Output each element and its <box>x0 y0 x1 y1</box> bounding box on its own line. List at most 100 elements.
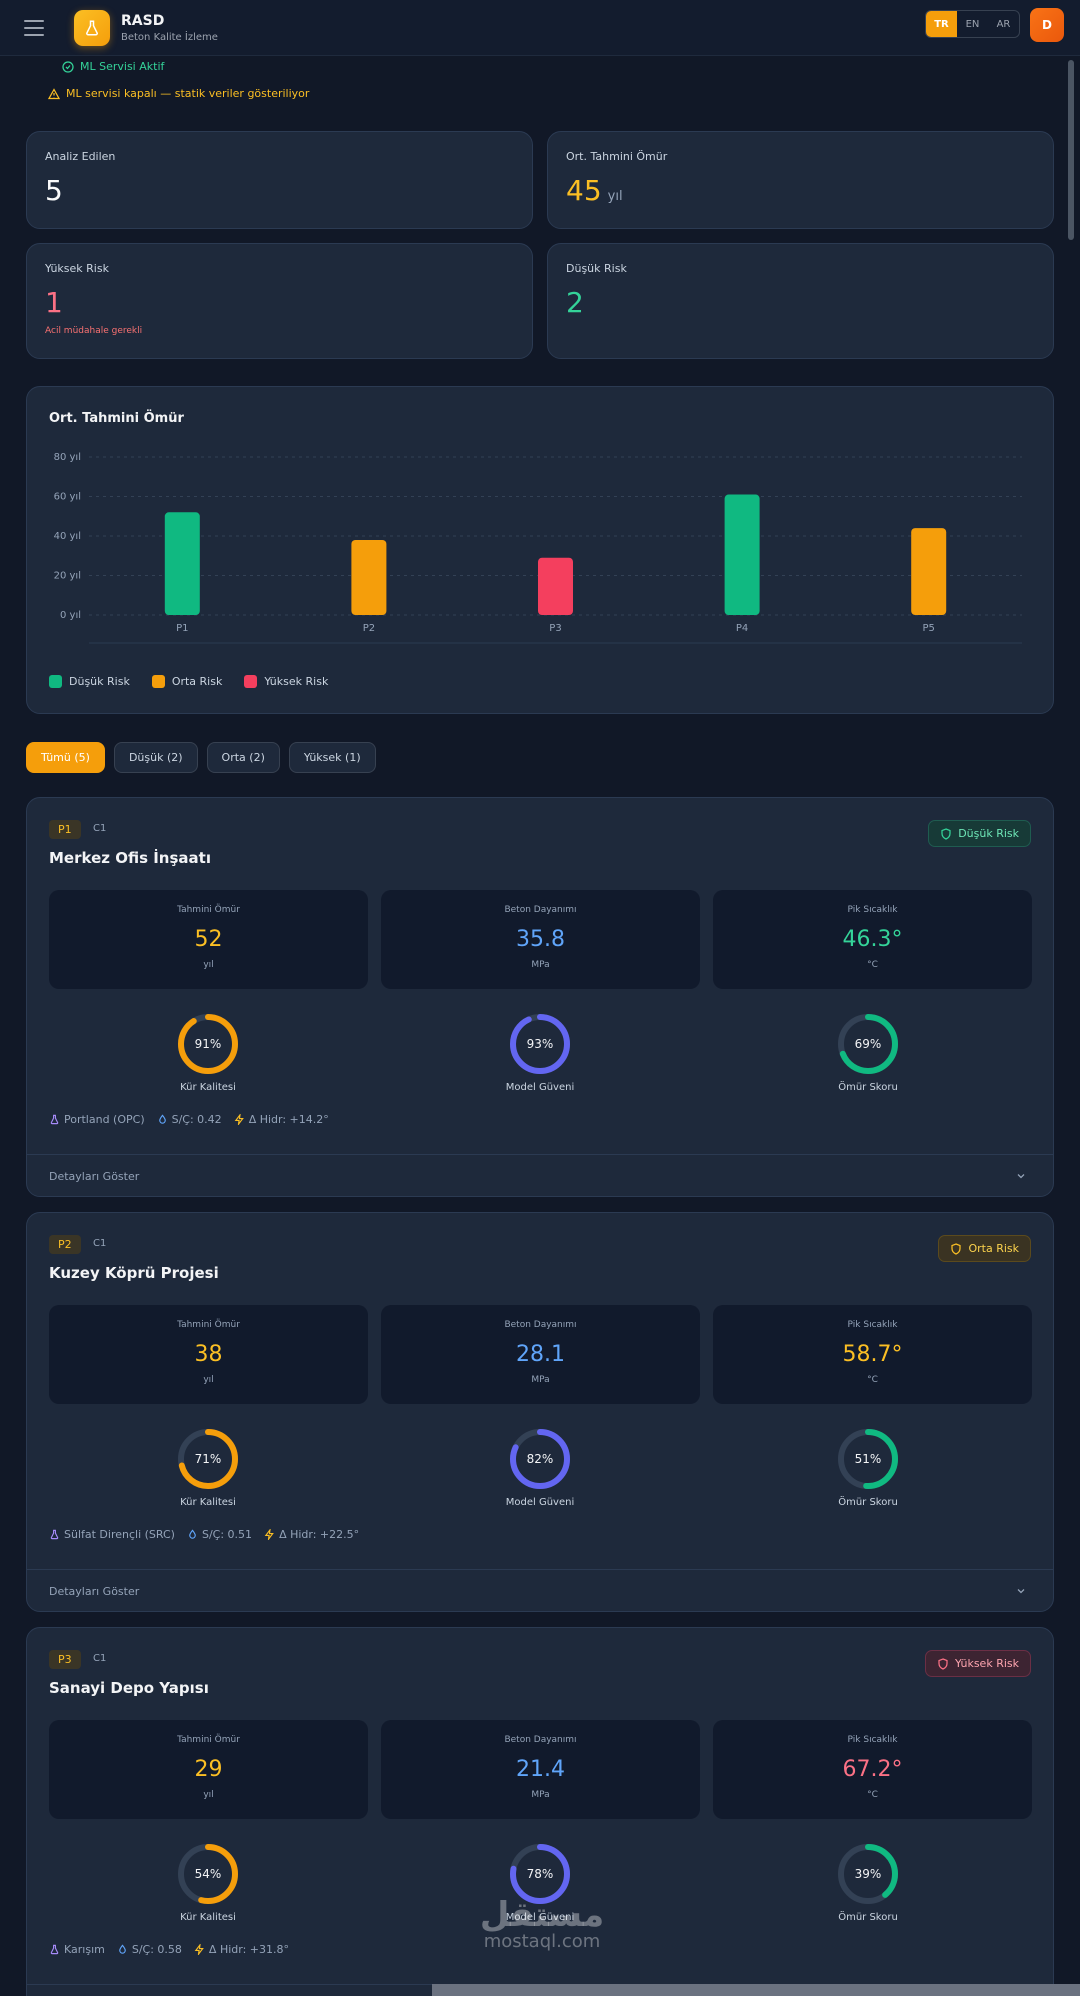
metric-value: 21.4 <box>516 1757 565 1782</box>
hydration-chip: Δ Hidr: +31.8° <box>194 1943 289 1956</box>
risk-badge-label: Yüksek Risk <box>955 1657 1019 1670</box>
app-title: RASD <box>121 12 165 29</box>
svg-text:39%: 39% <box>855 1867 882 1881</box>
bar-chart: 0 yıl 20 yıl 40 yıl 60 yıl 80 yıl P1 P2 P3 P4 P5 <box>54 452 1022 644</box>
life-score: 39% Ömür Skoru <box>808 1842 928 1923</box>
bar-p1[interactable] <box>164 512 200 615</box>
stat-value: 45 <box>566 174 602 207</box>
filter-all[interactable]: Tümü (5) <box>26 742 105 773</box>
risk-filter-bar: Tümü (5) Düşük (2) Orta (2) Yüksek (1) <box>26 742 376 773</box>
stat-label: Yüksek Risk <box>45 262 109 275</box>
bar-p5[interactable] <box>911 528 947 615</box>
bar-p3[interactable] <box>538 557 573 615</box>
ring-label: Ömür Skoru <box>838 1912 898 1923</box>
model-confidence-ring: 78% <box>510 1844 570 1904</box>
x-tick-label: P2 <box>363 623 375 634</box>
ml-status-ok: ML Servisi Aktif <box>62 60 164 73</box>
cement-chip: Portland (OPC) <box>49 1113 145 1126</box>
legend-label: Düşük Risk <box>69 675 130 688</box>
x-tick-label: P1 <box>176 623 188 634</box>
life-score-ring: 51% <box>838 1429 898 1489</box>
warning-icon <box>48 87 60 99</box>
lightning-icon <box>234 1114 244 1125</box>
cement-chip: Karışım <box>49 1943 105 1956</box>
cure-quality-ring: 71% <box>178 1429 238 1489</box>
metric-label: Pik Sıcaklık <box>847 1320 898 1330</box>
lightning-icon <box>264 1529 274 1540</box>
metric-peak-temp: Pik Sıcaklık 58.7° °C <box>713 1305 1032 1404</box>
ring-label: Kür Kalitesi <box>180 1082 236 1093</box>
risk-badge: Düşük Risk <box>928 820 1031 847</box>
flask-icon <box>50 1529 59 1540</box>
project-class: C1 <box>93 1653 107 1664</box>
svg-text:54%: 54% <box>195 1867 222 1881</box>
cure-quality: 71% Kür Kalitesi <box>148 1427 268 1508</box>
watermark-url: mostaql.com <box>483 1931 601 1952</box>
filter-mid[interactable]: Orta (2) <box>206 742 280 773</box>
menu-icon[interactable] <box>24 14 52 42</box>
stat-value: 5 <box>45 174 63 207</box>
metric-label: Beton Dayanımı <box>504 1735 577 1745</box>
bar-p2[interactable] <box>351 539 387 615</box>
project-card: P3 C1 Sanayi Depo Yapısı Yüksek Risk Tah… <box>26 1627 1054 1996</box>
model-confidence-ring: 82% <box>510 1429 570 1489</box>
hydration-chip: Δ Hidr: +14.2° <box>234 1113 329 1126</box>
wc-ratio-chip: S/Ç: 0.58 <box>117 1943 182 1956</box>
cure-quality: 91% Kür Kalitesi <box>148 1012 268 1093</box>
life-score: 69% Ömür Skoru <box>808 1012 928 1093</box>
lang-tr-button[interactable]: TR <box>926 11 957 37</box>
stat-value: 1 <box>45 286 63 319</box>
user-avatar[interactable]: D <box>1030 8 1064 42</box>
ring-label: Model Güveni <box>505 1912 575 1923</box>
show-details-button[interactable]: Detayları Göster <box>49 1170 140 1183</box>
risk-badge-label: Düşük Risk <box>958 827 1019 840</box>
metric-strength: Beton Dayanımı 35.8 MPa <box>381 890 700 989</box>
cement-type: Karışım <box>64 1943 105 1956</box>
project-card: P2 C1 Kuzey Köprü Projesi Orta Risk Tahm… <box>26 1212 1054 1612</box>
x-tick-label: P5 <box>922 623 934 634</box>
y-tick-label: 60 yıl <box>54 492 81 503</box>
filter-low[interactable]: Düşük (2) <box>113 742 198 773</box>
horizontal-scrollbar[interactable] <box>432 1984 1080 1996</box>
chevron-down-icon[interactable] <box>1015 1585 1027 1597</box>
project-name: Kuzey Köprü Projesi <box>49 1264 219 1282</box>
wc-ratio: S/Ç: 0.51 <box>201 1528 253 1541</box>
lang-en-button[interactable]: EN <box>965 18 980 30</box>
metric-value: 28.1 <box>516 1342 565 1367</box>
hydration-delta: Δ Hidr: +22.5° <box>279 1528 360 1541</box>
project-class: C1 <box>93 1238 107 1249</box>
metric-unit: °C <box>867 1375 878 1385</box>
metric-label: Tahmini Ömür <box>177 1735 240 1745</box>
hydration-delta: Δ Hidr: +14.2° <box>248 1113 329 1126</box>
x-tick-label: P4 <box>736 623 748 634</box>
risk-badge: Yüksek Risk <box>925 1650 1031 1677</box>
legend-item-low: Düşük Risk <box>49 675 130 688</box>
y-tick-label: 80 yıl <box>54 452 81 463</box>
top-bar: RASD Beton Kalite İzleme TR EN AR D <box>0 0 1080 56</box>
model-confidence: 78% Model Güveni <box>480 1842 600 1923</box>
show-details-button[interactable]: Detayları Göster <box>49 1585 140 1598</box>
y-tick-label: 0 yıl <box>60 610 81 621</box>
hydration-delta: Δ Hidr: +31.8° <box>208 1943 289 1956</box>
svg-text:93%: 93% <box>527 1037 554 1051</box>
filter-high[interactable]: Yüksek (1) <box>288 742 376 773</box>
flask-icon <box>50 1114 59 1125</box>
y-tick-label: 20 yıl <box>54 571 81 582</box>
ring-label: Kür Kalitesi <box>180 1497 236 1508</box>
flask-logo-icon <box>74 9 110 46</box>
check-circle-icon <box>62 60 74 73</box>
bar-p4[interactable] <box>724 494 760 615</box>
metric-label: Beton Dayanımı <box>504 905 577 915</box>
stat-card-high-risk: Yüksek Risk 1 Acil müdahale gerekli <box>26 243 533 359</box>
y-tick-label: 40 yıl <box>54 531 81 542</box>
language-switcher: TR EN AR <box>925 10 1020 38</box>
metric-value: 35.8 <box>516 927 565 952</box>
vertical-scrollbar[interactable] <box>1068 60 1074 240</box>
card-divider <box>27 1569 1053 1570</box>
life-score-ring: 69% <box>838 1014 898 1074</box>
lang-ar-button[interactable]: AR <box>996 18 1011 30</box>
chevron-down-icon[interactable] <box>1015 1170 1027 1182</box>
metric-unit: MPa <box>531 1790 550 1800</box>
project-chips: Karışım S/Ç: 0.58 Δ Hidr: +31.8° <box>49 1943 289 1956</box>
ml-status-ok-text: ML Servisi Aktif <box>80 60 165 73</box>
